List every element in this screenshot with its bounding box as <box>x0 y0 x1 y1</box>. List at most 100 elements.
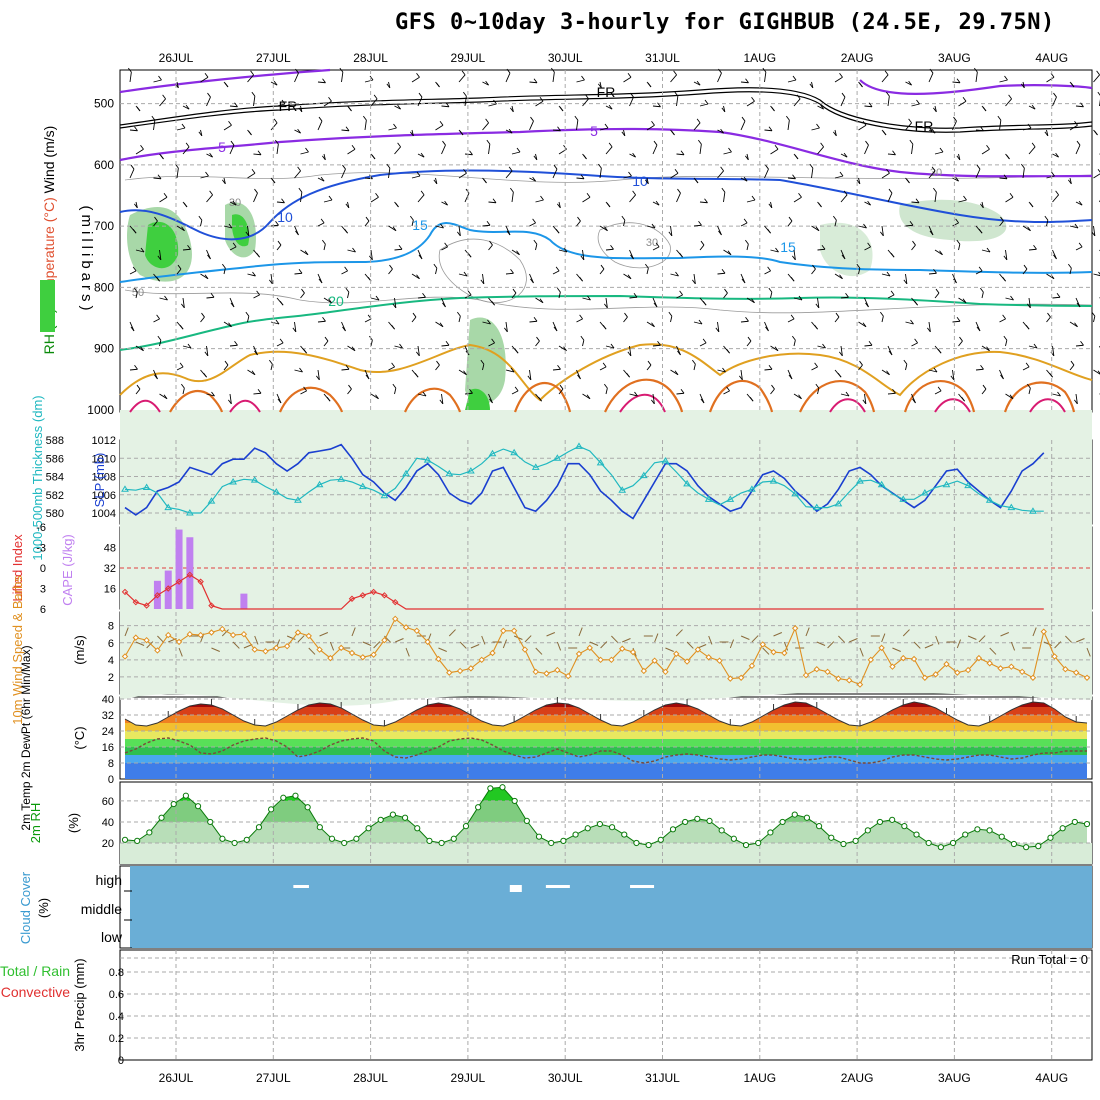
wind-barb-flag <box>1074 223 1079 229</box>
wind-barb-flag <box>909 139 914 145</box>
wind-barb <box>441 105 450 108</box>
wind-barb <box>417 153 425 158</box>
wind-barb <box>999 120 1002 131</box>
wind-barb <box>317 177 325 182</box>
wind-barb-flag <box>275 319 280 325</box>
wind-barb-flag <box>392 303 397 309</box>
rh-marker <box>1047 834 1054 841</box>
wind-speed-marker <box>662 668 669 675</box>
wind-barb-flag <box>879 231 884 237</box>
wind-barb <box>952 369 955 380</box>
wind-barb-flag <box>794 154 799 160</box>
wind-barb <box>347 148 356 155</box>
wind-barb-flag <box>210 292 215 298</box>
wind-barb <box>599 168 602 179</box>
wind-barb <box>1075 393 1078 404</box>
wind-barb <box>582 196 591 203</box>
wind-barb-flag <box>295 230 299 236</box>
wind-barb <box>817 388 820 395</box>
wind-barb <box>1052 345 1055 356</box>
wind-barb <box>552 129 561 132</box>
wind-barb <box>459 641 467 649</box>
date-label-top: 30JUL <box>548 51 583 65</box>
wind-barb-flag <box>915 198 920 204</box>
wind-speed-marker <box>208 629 215 636</box>
wind-barb-flag <box>415 351 420 357</box>
wind-barb <box>347 249 356 253</box>
wind-barb-flag <box>765 164 769 170</box>
precip-tick-label: 0.4 <box>109 1011 124 1023</box>
wind-speed-marker <box>835 675 842 682</box>
wind-barb-flag <box>163 394 168 400</box>
wind-barb <box>229 246 237 251</box>
wind-barb-flag <box>127 67 132 73</box>
wind-barb-flag <box>391 324 395 330</box>
cape-bar <box>240 593 248 609</box>
wind-barb <box>411 175 421 179</box>
wind-barb <box>323 100 332 107</box>
wind-barb-flag <box>914 338 918 344</box>
wind-barb <box>253 392 262 395</box>
wind-barb-flag <box>798 192 802 198</box>
wind-speed-marker <box>748 662 756 670</box>
isotherms <box>119 68 1093 413</box>
y-tick-label: 700 <box>94 219 114 233</box>
wind-barb-flag <box>741 116 746 122</box>
isotherm-line <box>119 343 1093 402</box>
wind-barb-flag <box>926 327 931 333</box>
slp-axis-label: SLP (mb) <box>92 453 107 508</box>
y-tick-label: 600 <box>94 158 114 172</box>
wind-barb-flag <box>697 139 702 145</box>
cape-tick-label: 48 <box>104 543 116 555</box>
wind-barb <box>206 153 213 158</box>
wind-barb <box>646 124 655 131</box>
wind-barb-flag <box>556 287 561 293</box>
wind-barb-flag <box>321 155 326 161</box>
thickness-marker <box>791 489 800 497</box>
wind-barb <box>881 273 891 277</box>
wind-tick-label: 6 <box>108 638 114 650</box>
wind-barb <box>723 390 730 395</box>
wind-barb <box>182 146 190 155</box>
wind-barb <box>135 249 145 253</box>
wind-barb-flag <box>916 99 920 105</box>
wind-barb <box>370 393 379 400</box>
wind-barb <box>317 369 320 380</box>
wind-barb <box>129 270 137 275</box>
rh-unit-label: (%) <box>66 813 81 833</box>
wind-barb-flag <box>765 326 769 332</box>
rh-band <box>125 787 1087 801</box>
wind-barb-flag <box>979 287 984 293</box>
wind-barb-flag <box>962 96 967 102</box>
wind-barb-flag <box>463 168 467 174</box>
wind-barb <box>153 79 162 83</box>
wind-barb-flag <box>514 348 519 354</box>
wind-barb-flag <box>1010 295 1014 301</box>
wind-barb <box>300 249 309 256</box>
wind-barb-flag <box>533 155 538 161</box>
wind-barb <box>693 321 703 325</box>
wind-barb <box>253 294 260 299</box>
date-label-bottom: 30JUL <box>548 1071 583 1085</box>
wind-barb-flag <box>506 68 511 74</box>
wind-barb-flag <box>204 351 209 357</box>
wind-barb <box>253 153 262 156</box>
wind-barb <box>834 220 837 227</box>
wind-barb-flag <box>268 359 273 365</box>
wind-barb-flag <box>1070 360 1075 366</box>
wind-barb <box>1005 98 1012 107</box>
thickness-line <box>124 445 1044 514</box>
wind-barb-flag <box>1027 226 1031 232</box>
rh-marker <box>1010 840 1018 848</box>
wind-barb-flag <box>606 202 611 208</box>
rh-marker <box>475 804 482 811</box>
rh-contour-label: 30 <box>930 167 942 179</box>
temp-band <box>125 715 1087 723</box>
rh-marker <box>377 816 384 823</box>
thickness-marker <box>1029 507 1037 514</box>
wind-barb <box>364 318 372 323</box>
wind-barb-flag <box>512 288 517 294</box>
wind-barb <box>834 175 844 179</box>
wind-barb-flag <box>788 374 793 380</box>
